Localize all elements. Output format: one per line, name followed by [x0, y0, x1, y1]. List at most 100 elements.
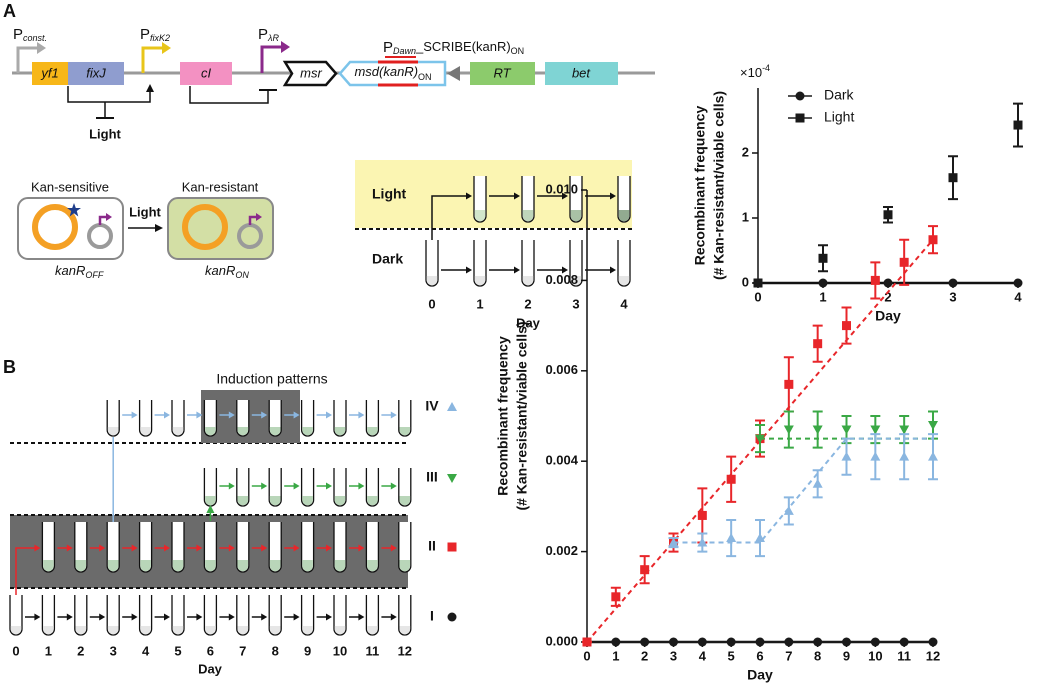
gene-label: msr: [300, 65, 322, 80]
arrow-head: [390, 411, 397, 419]
x-tick-label: 0: [583, 648, 590, 663]
data-point: [883, 278, 893, 288]
medium: [172, 427, 184, 436]
tube: [300, 595, 315, 636]
tube: [138, 522, 153, 573]
medium: [334, 496, 346, 506]
medium: [302, 560, 313, 572]
data-point: [818, 278, 828, 288]
light-label: Light: [89, 126, 121, 141]
cell-label: Kan-resistant: [182, 179, 259, 194]
arrow-head: [206, 505, 215, 513]
medium: [367, 560, 378, 572]
legend-marker: [447, 474, 457, 483]
x-label: Day: [198, 661, 223, 676]
medium: [107, 427, 119, 436]
data-point: [783, 425, 794, 435]
gene: [68, 62, 124, 85]
data-point: [697, 637, 707, 647]
sub: fixK2: [150, 33, 170, 43]
circuit: Pconst. PfixK2 PλR yf1 fixJ cI msr msd(k…: [12, 26, 655, 141]
promoter-head: [281, 41, 290, 53]
data-point: [928, 235, 938, 245]
arrow-head: [326, 411, 332, 419]
x-tick-label: 3: [670, 648, 677, 663]
row-label: Dark: [372, 251, 403, 267]
promoter: [141, 46, 163, 73]
x-tick-label: 6: [756, 648, 763, 663]
x-tick-label: 1: [612, 648, 619, 663]
y-tick-label: 0.010: [545, 181, 578, 196]
medium: [618, 276, 630, 286]
induction-box: [201, 390, 300, 443]
data-point: [1013, 278, 1023, 288]
data-point: [883, 210, 893, 220]
arrow-head: [514, 192, 520, 200]
tube: [138, 595, 153, 636]
p: P: [140, 26, 150, 43]
medium: [237, 626, 249, 635]
medium: [205, 626, 216, 635]
msr-block: [282, 60, 338, 87]
day-label: 2: [524, 296, 531, 311]
day-label: 4: [620, 296, 628, 311]
name: kanR: [55, 263, 85, 278]
data-point: [899, 637, 909, 647]
branch: [431, 195, 468, 240]
data-point: [928, 451, 938, 461]
medium: [570, 210, 582, 222]
arrow-head: [358, 613, 365, 621]
data-point: [669, 637, 678, 647]
day-label: 7: [239, 643, 246, 658]
y-tick-label: 0.000: [545, 633, 578, 648]
arrow-head: [390, 544, 397, 552]
diagram-title: Induction patterns: [216, 371, 327, 387]
data-point: [928, 421, 938, 431]
medium: [302, 427, 313, 436]
arrow-head: [261, 544, 268, 552]
day-label: 6: [207, 643, 214, 658]
arrow-head: [196, 411, 203, 419]
data-point: [928, 637, 938, 647]
x-tick-label: 5: [728, 648, 735, 663]
medium: [269, 560, 281, 572]
arrow-head: [390, 482, 397, 490]
arrow-head: [610, 266, 616, 274]
data-point: [813, 339, 823, 349]
tube: [41, 522, 56, 573]
medium: [43, 560, 54, 572]
light-zone: [355, 160, 632, 228]
arrow-head: [293, 411, 300, 419]
arrow-head: [358, 411, 365, 419]
tube: [300, 522, 315, 573]
name: msd(kanR): [354, 64, 418, 79]
data-point: [899, 425, 910, 435]
medium: [302, 496, 313, 506]
data-point: [842, 321, 851, 331]
tube: [41, 595, 56, 636]
sub: λR: [267, 33, 279, 43]
arrow-head: [326, 544, 332, 552]
terminator: [447, 66, 460, 81]
medium: [474, 276, 486, 286]
arrow-head: [358, 482, 365, 490]
medium: [172, 560, 184, 572]
row-label: III: [426, 469, 438, 485]
gene: [180, 62, 232, 85]
medium: [399, 560, 411, 572]
x-tick-label: 4: [699, 648, 707, 663]
legend-marker: [795, 91, 805, 101]
x-tick-label: 2: [641, 648, 648, 663]
gene-label: RT: [493, 65, 511, 80]
medium: [107, 626, 119, 635]
tube: [74, 595, 88, 636]
data-point: [697, 537, 708, 547]
day-label: 1: [476, 296, 483, 311]
arrow-head: [228, 482, 235, 490]
arrow-head: [358, 544, 365, 552]
tube: [171, 595, 185, 636]
medium: [10, 626, 22, 635]
medium: [399, 626, 411, 635]
medium: [399, 427, 411, 436]
x-tick-label: 10: [868, 648, 882, 663]
